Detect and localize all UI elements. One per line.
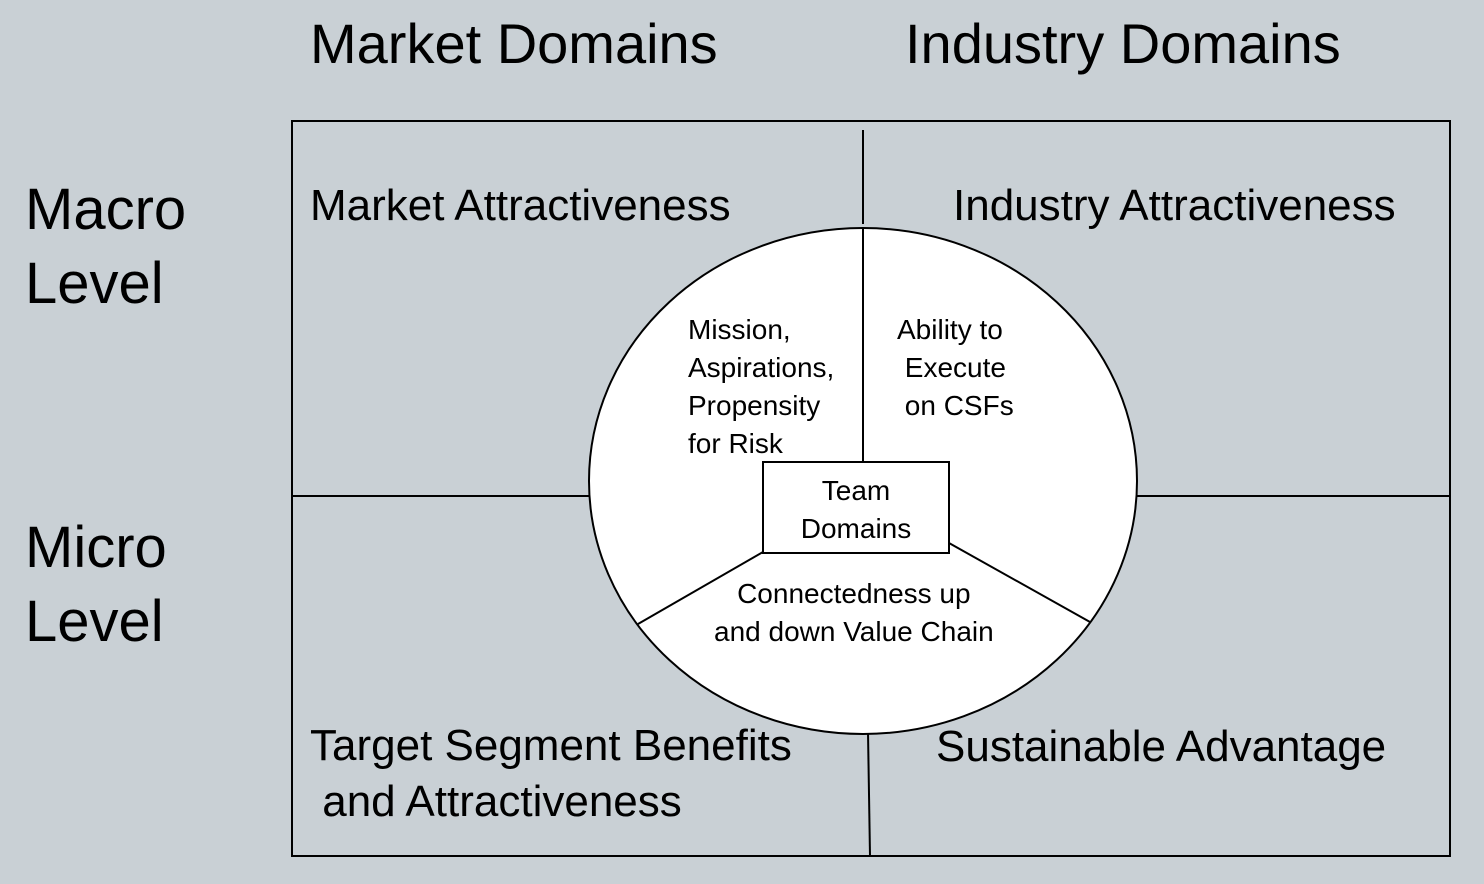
column-header-industry: Industry Domains bbox=[905, 12, 1341, 75]
segment-divider-left bbox=[637, 551, 764, 625]
segment-left-label: Mission, Aspirations, Propensity for Ris… bbox=[688, 314, 835, 459]
vertical-divider-bottom bbox=[867, 731, 871, 857]
center-box bbox=[762, 461, 950, 554]
quadrant-top-right-label: Industry Attractiveness bbox=[953, 181, 1396, 230]
column-header-market: Market Domains bbox=[310, 12, 718, 75]
segment-right-label: Ability to Execute on CSFs bbox=[897, 314, 1014, 421]
center-box-label: Team Domains bbox=[800, 475, 912, 544]
outer-frame bbox=[291, 120, 1451, 857]
row-header-macro: Macro Level bbox=[25, 177, 187, 316]
segment-bottom-label: Connectedness up and down Value Chain bbox=[714, 578, 994, 647]
row-header-micro: Micro Level bbox=[25, 515, 167, 654]
quadrant-bottom-right-label: Sustainable Advantage bbox=[936, 722, 1387, 771]
quadrant-top-left-label: Market Attractiveness bbox=[310, 181, 731, 230]
quadrant-bottom-left-label: Target Segment Benefits and Attractivene… bbox=[310, 721, 792, 826]
segment-divider-right bbox=[948, 542, 1091, 623]
